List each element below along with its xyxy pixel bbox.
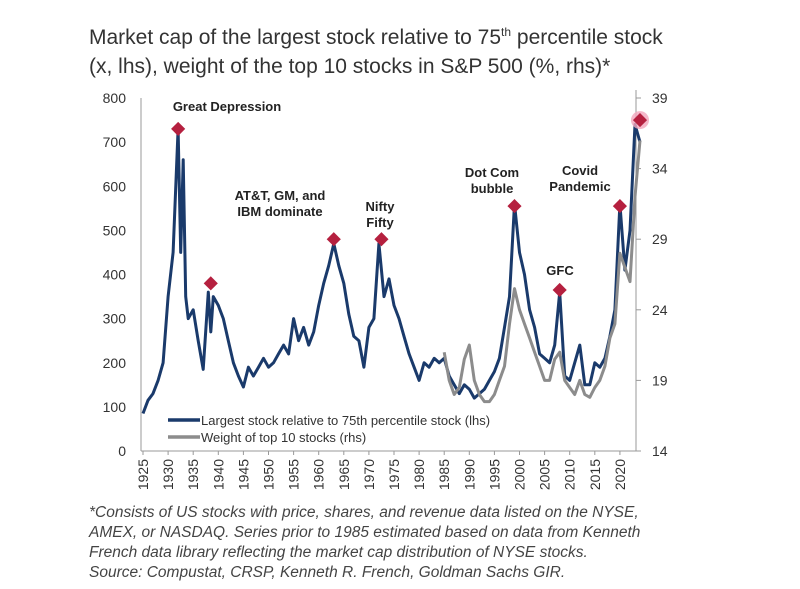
title-line-2: (x, lhs), weight of the top 10 stocks in… — [89, 55, 611, 78]
x-tick-label: 1945 — [235, 459, 251, 490]
x-tick-label: 2000 — [512, 459, 528, 490]
x-tick-label: 1940 — [210, 459, 226, 490]
annotation-label: Dot Com bubble — [465, 165, 519, 196]
y-left-tick-label: 500 — [103, 222, 127, 238]
peak-marker — [171, 121, 186, 136]
annotation-label: Covid Pandemic — [549, 163, 610, 194]
title-line-1: Market cap of the largest stock relative… — [89, 26, 502, 49]
x-tick-label: 1925 — [135, 459, 151, 490]
x-tick-label: 1990 — [461, 459, 477, 490]
y-right-tick-label: 24 — [652, 302, 668, 318]
y-left-tick-label: 300 — [103, 311, 127, 327]
legend-label: Largest stock relative to 75th percentil… — [201, 413, 490, 428]
footnote-line: AMEX, or NASDAQ. Series prior to 1985 es… — [89, 524, 641, 541]
series-line-largest-stock — [141, 123, 642, 415]
x-tick-label: 1930 — [160, 459, 176, 490]
x-tick-label: 1970 — [361, 459, 377, 490]
y-left-tick-label: 0 — [118, 443, 126, 459]
x-tick-label: 2020 — [612, 459, 628, 490]
y-left-tick-label: 100 — [103, 399, 127, 415]
peak-marker — [203, 276, 218, 291]
y-right-tick-label: 39 — [652, 90, 668, 106]
footnote-line: French data library reflecting the marke… — [89, 544, 588, 561]
x-tick-label: 1985 — [436, 459, 452, 490]
x-tick-label: 1950 — [261, 459, 277, 490]
peak-marker — [612, 199, 627, 214]
peak-marker — [326, 232, 341, 247]
annotation-label: GFC — [546, 263, 574, 278]
y-left-tick-label: 800 — [103, 90, 127, 106]
peak-marker — [632, 112, 648, 128]
y-left-tick-label: 400 — [103, 267, 127, 283]
footnote: *Consists of US stocks with price, share… — [89, 503, 640, 583]
peak-marker — [507, 199, 522, 214]
title-superscript: th — [501, 25, 512, 39]
annotation-label: Nifty Fifty — [366, 199, 396, 230]
x-tick-label: 2005 — [537, 459, 553, 490]
title-line-1-end: percentile stock — [511, 26, 663, 49]
chart-title: Market cap of the largest stock relative… — [89, 18, 663, 81]
y-left-tick-label: 700 — [103, 134, 127, 150]
y-right-tick-label: 19 — [652, 372, 668, 388]
peak-marker — [552, 282, 567, 298]
y-right-tick-label: 14 — [652, 443, 668, 459]
x-tick-label: 2015 — [587, 459, 603, 490]
y-right-tick-label: 29 — [652, 231, 668, 247]
annotation-label: Great Depression — [173, 99, 281, 114]
x-tick-label: 1980 — [411, 459, 427, 490]
x-tick-label: 1965 — [336, 459, 352, 490]
footnote-line: Source: Compustat, CRSP, Kenneth R. Fren… — [89, 564, 566, 581]
series-line-top10-weight — [442, 140, 642, 404]
footnote-line: *Consists of US stocks with price, share… — [89, 504, 639, 521]
legend-label: Weight of top 10 stocks (rhs) — [201, 430, 366, 445]
x-tick-label: 1995 — [486, 459, 502, 490]
x-tick-label: 1975 — [386, 459, 402, 490]
x-tick-label: 1955 — [286, 459, 302, 490]
x-tick-label: 2010 — [562, 459, 578, 490]
y-left-tick-label: 200 — [103, 355, 127, 371]
y-right-tick-label: 34 — [652, 161, 668, 177]
annotation-label: AT&T, GM, and IBM dominate — [235, 188, 326, 219]
y-left-tick-label: 600 — [103, 178, 127, 194]
x-tick-label: 1960 — [311, 459, 327, 490]
peak-marker — [374, 232, 389, 247]
x-tick-label: 1935 — [185, 459, 201, 490]
